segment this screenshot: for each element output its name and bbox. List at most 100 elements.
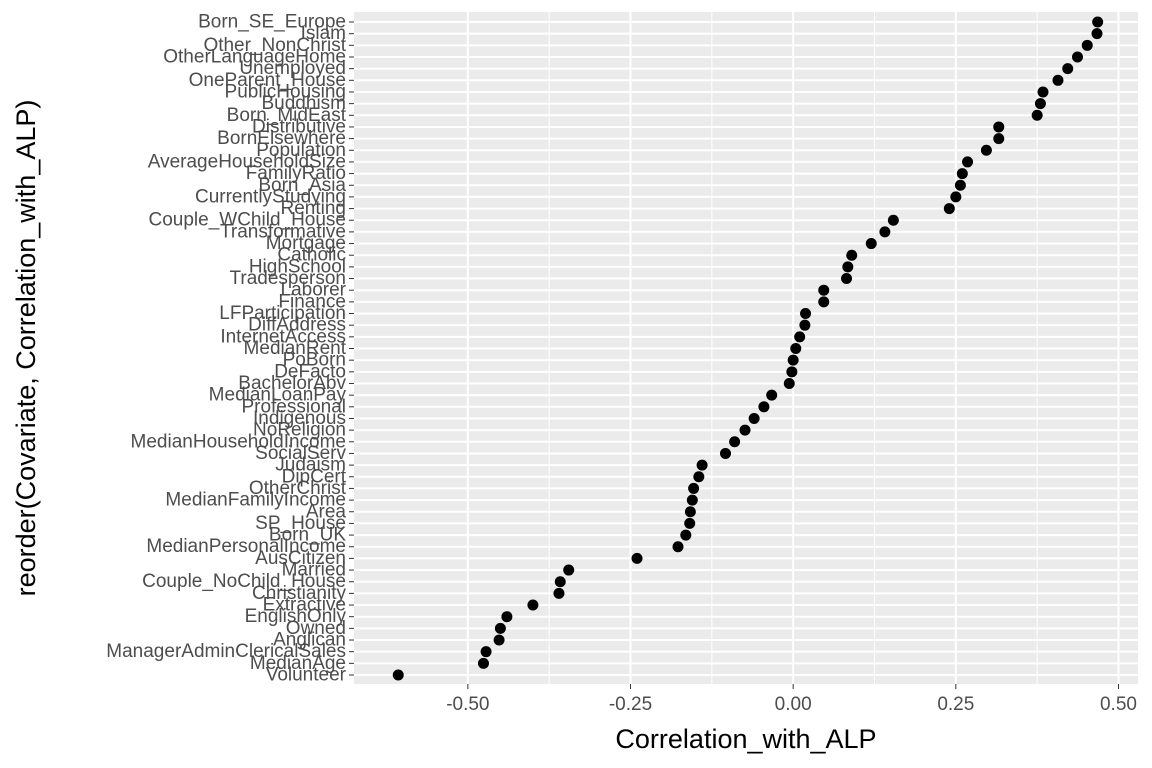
y-tick-label: SP_House <box>255 513 346 534</box>
y-tick-label: Christianity <box>252 583 346 604</box>
data-point <box>842 261 854 273</box>
y-tick-label: OtherLanguageHome <box>163 46 346 67</box>
x-tick-label: 0.25 <box>937 694 974 715</box>
data-point <box>693 471 705 483</box>
data-point <box>688 482 700 494</box>
y-tick-label: Anglican <box>273 630 346 651</box>
y-tick-label: Born_SE_Europe <box>198 12 346 33</box>
y-tick-label: Buddhism <box>262 93 347 114</box>
y-tick-label: InternetAccess <box>220 326 346 347</box>
data-point <box>787 354 799 366</box>
data-points <box>392 16 1104 681</box>
y-tick-label: Other_NonChrist <box>203 35 346 56</box>
y-tick-label: Professional <box>241 396 346 417</box>
data-point <box>766 389 778 401</box>
data-point <box>818 284 830 296</box>
y-tick-label: Islam <box>301 23 346 44</box>
data-point <box>1081 39 1093 51</box>
y-axis-tick-labels: Born_SE_EuropeIslamOther_NonChristOtherL… <box>106 12 354 686</box>
y-tick-label: PoBorn <box>283 350 346 371</box>
y-tick-label: Population <box>256 140 346 161</box>
y-tick-label: Distributive <box>252 116 346 137</box>
data-point <box>950 191 962 203</box>
x-tick-label: -0.50 <box>446 694 489 715</box>
y-tick-label: BornElsewhere <box>217 128 346 149</box>
y-tick-label: Tradesperson <box>229 268 346 289</box>
data-point <box>696 459 708 471</box>
data-point <box>1037 86 1049 98</box>
y-tick-label: ManagerAdminClericalSales <box>106 641 346 662</box>
y-tick-label: PublicHousing <box>225 81 346 102</box>
data-point <box>879 226 891 238</box>
data-point <box>680 529 692 541</box>
x-tick-label: 0.50 <box>1100 694 1137 715</box>
data-point <box>631 552 643 564</box>
y-tick-label: MedianHouseholdIncome <box>131 431 346 452</box>
data-point <box>800 308 812 320</box>
y-tick-label: Born_Asia <box>258 175 346 196</box>
y-tick-label: Born_UK <box>269 525 346 546</box>
data-point <box>527 599 539 611</box>
y-tick-label: Indigenous <box>253 408 346 429</box>
data-point <box>962 156 974 168</box>
data-point <box>980 144 992 156</box>
data-point <box>494 622 506 634</box>
data-point <box>786 366 798 378</box>
data-point <box>1091 28 1103 40</box>
y-tick-label: EnglishOnly <box>245 606 347 627</box>
y-tick-label: Catholic <box>277 245 346 266</box>
data-point <box>684 517 696 529</box>
y-tick-label: MedianRent <box>244 338 347 359</box>
y-tick-label: Extractive <box>263 595 346 616</box>
y-tick-label: Finance <box>278 291 346 312</box>
y-tick-label: MedianAge <box>250 653 346 674</box>
data-point <box>1092 16 1104 28</box>
data-point <box>841 273 853 285</box>
y-tick-label: Couple_NoChild_House <box>142 571 346 592</box>
y-tick-label: MedianFamilyIncome <box>165 490 346 511</box>
y-tick-label: Volunteer <box>266 665 347 686</box>
data-point <box>1062 63 1074 75</box>
data-point <box>1031 109 1043 121</box>
data-point <box>672 541 684 553</box>
data-point <box>956 168 968 180</box>
data-point <box>493 634 505 646</box>
y-tick-label: DiffAddress <box>248 315 346 336</box>
y-tick-label: FamilyRatio <box>246 163 346 184</box>
y-tick-label: Owned <box>286 618 346 639</box>
grid-lines <box>354 12 1138 684</box>
y-tick-label: Judaism <box>275 455 346 476</box>
y-tick-label: AusCitizen <box>255 548 346 569</box>
data-point <box>865 238 877 250</box>
y-tick-label: MedianPersonalIncome <box>146 536 346 557</box>
data-point <box>758 401 770 413</box>
y-tick-label: Couple_WChild_House <box>149 210 347 231</box>
y-tick-label: OtherChrist <box>249 478 347 499</box>
y-tick-label: DeFacto <box>274 361 346 382</box>
y-tick-label: NoReligion <box>253 420 346 441</box>
data-point <box>501 611 513 623</box>
x-axis-tick-labels: -0.50 -0.25 0.00 0.25 0.50 <box>446 684 1137 715</box>
y-tick-label: Renting <box>281 198 347 219</box>
y-tick-label: Transformative <box>220 221 346 242</box>
data-point <box>563 564 575 576</box>
data-point <box>846 249 858 261</box>
y-tick-label: SocialServ <box>255 443 346 464</box>
y-tick-label: AverageHouseholdSize <box>148 151 346 172</box>
data-point <box>783 377 795 389</box>
y-tick-label: Laborer <box>281 280 347 301</box>
x-axis-title: Correlation_with_ALP <box>615 724 876 754</box>
y-tick-label: MedianLoanPay <box>209 385 347 406</box>
data-point <box>887 214 899 226</box>
data-point <box>477 657 489 669</box>
data-point <box>1052 74 1064 86</box>
data-point <box>1071 51 1083 63</box>
y-tick-label: Married <box>282 560 346 581</box>
y-tick-label: HighSchool <box>249 256 346 277</box>
y-tick-label: LFParticipation <box>219 303 346 324</box>
data-point <box>480 646 492 658</box>
y-tick-label: Unemployed <box>239 58 346 79</box>
y-tick-label: Born_MidEast <box>227 105 347 126</box>
data-point <box>392 669 404 681</box>
